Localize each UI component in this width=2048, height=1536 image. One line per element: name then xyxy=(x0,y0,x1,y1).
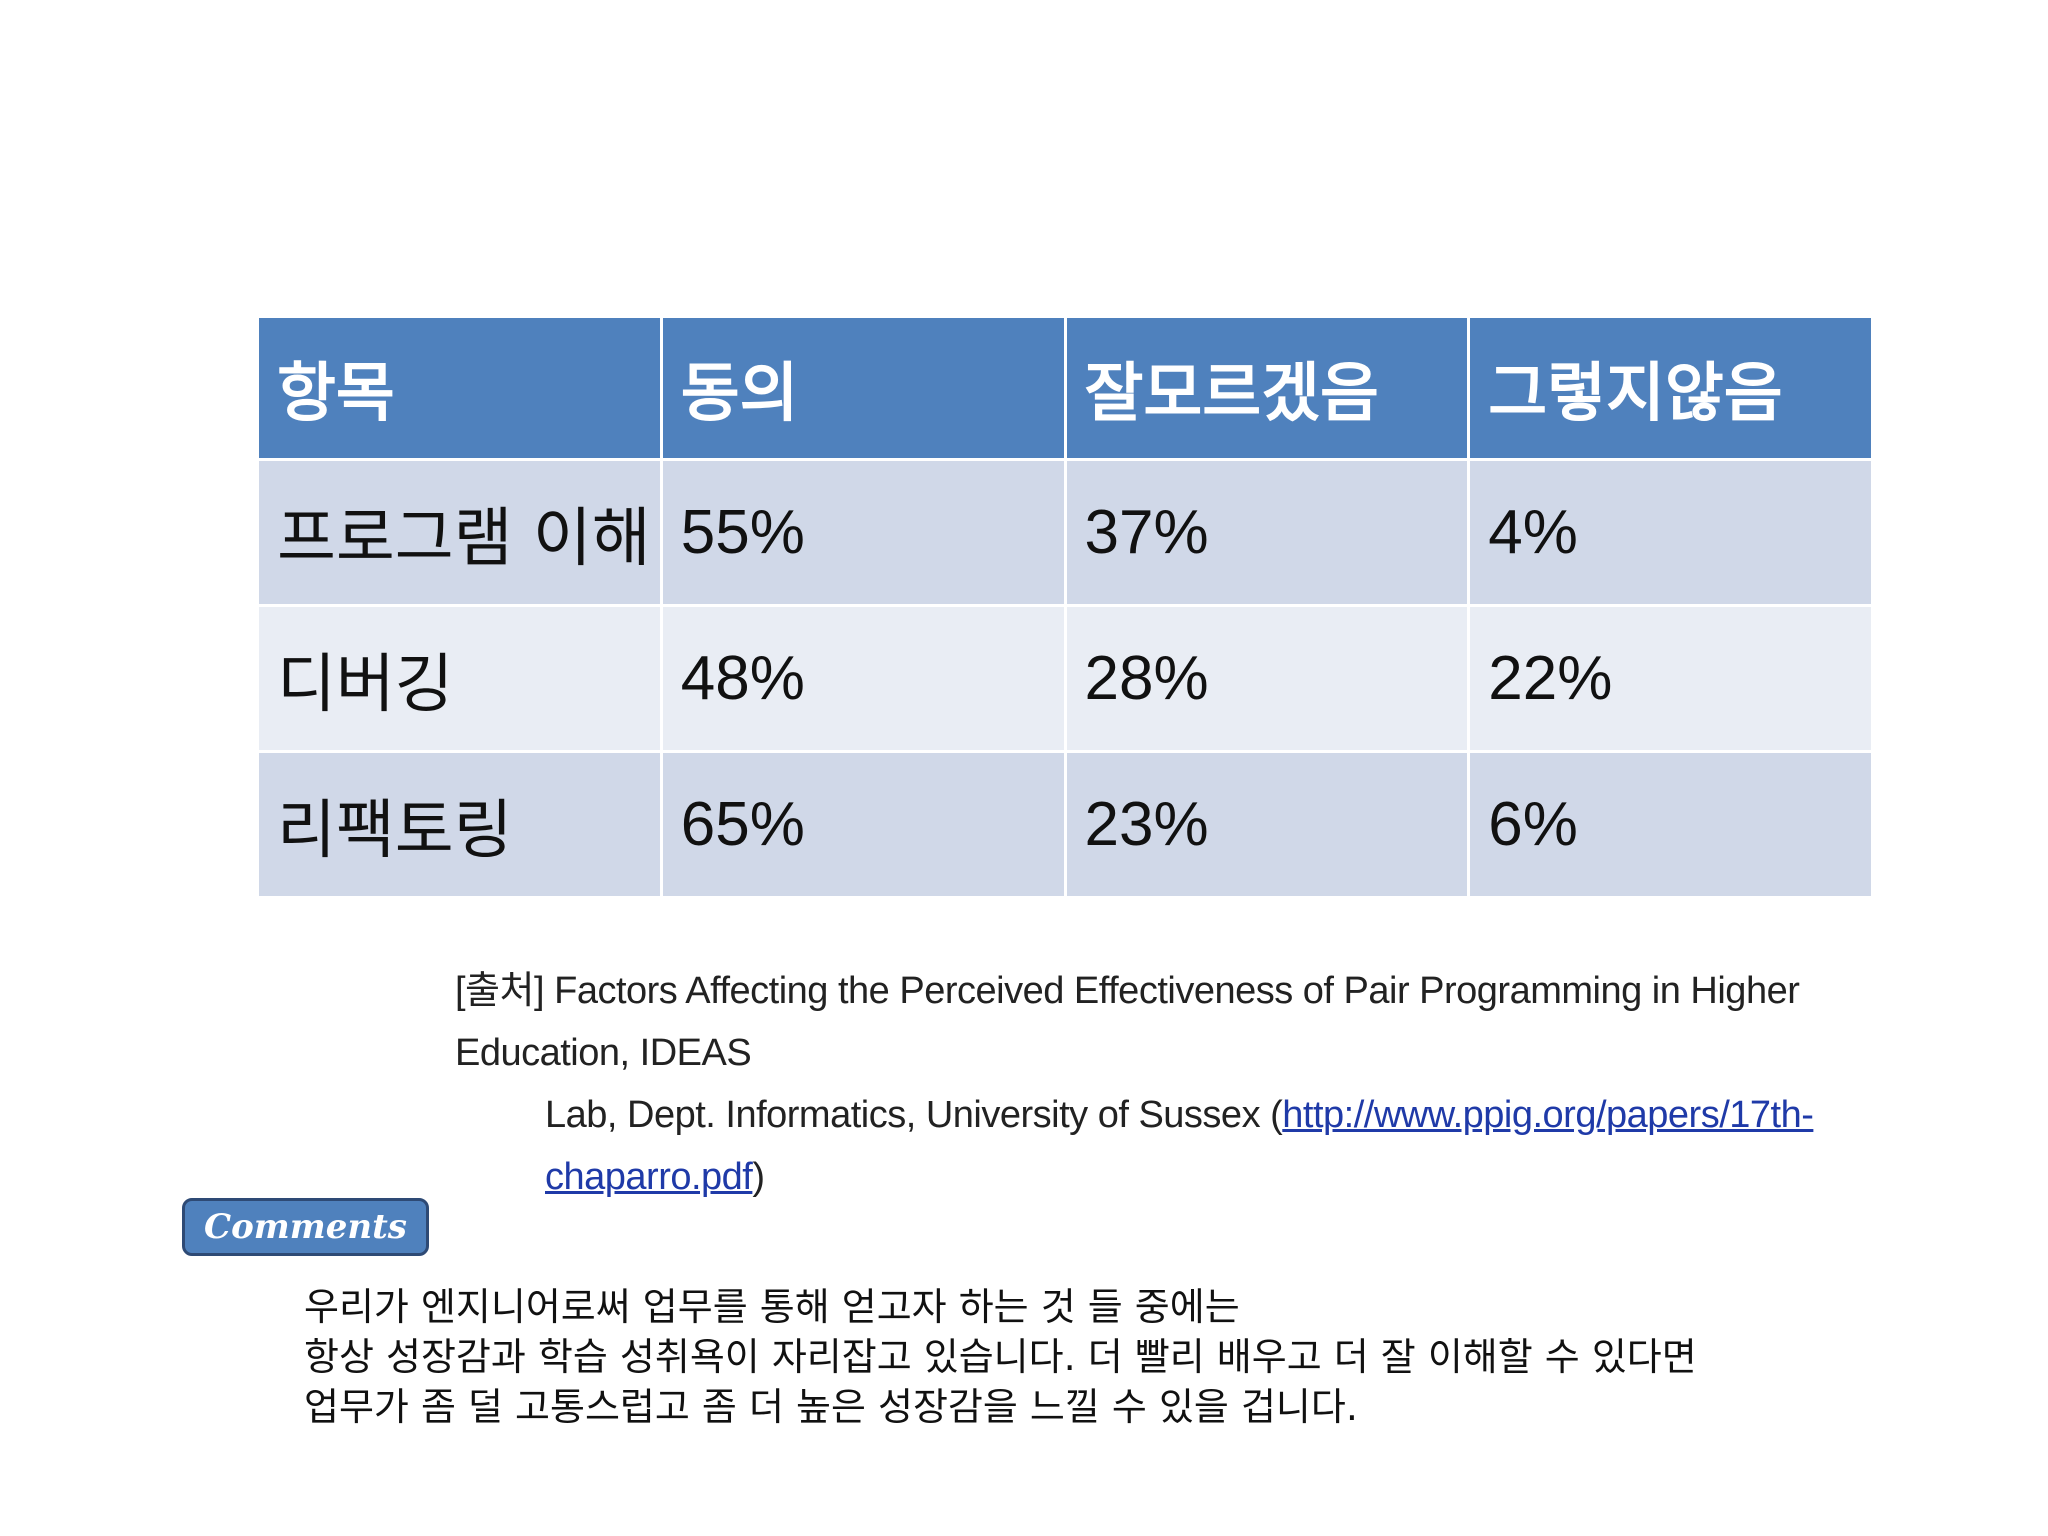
unsure-cell: 37% xyxy=(1066,461,1468,604)
disagree-cell: 22% xyxy=(1470,607,1871,750)
comments-badge: Comments xyxy=(182,1198,429,1256)
source-citation: [출처] Factors Affecting the Perceived Eff… xyxy=(455,960,1855,1208)
survey-table: 항목 동의 잘모르겠음 그렇지않음 프로그램 이해 55% 37% 4% 디버깅… xyxy=(256,315,1874,899)
disagree-cell: 6% xyxy=(1470,753,1871,896)
agree-cell: 55% xyxy=(662,461,1064,604)
header-agree: 동의 xyxy=(662,318,1064,458)
table-row: 리팩토링 65% 23% 6% xyxy=(259,753,1871,896)
row-label: 리팩토링 xyxy=(259,753,660,896)
agree-cell: 48% xyxy=(662,607,1064,750)
source-suffix: ) xyxy=(752,1156,765,1198)
comment-line: 우리가 엔지니어로써 업무를 통해 얻고자 하는 것 들 중에는 xyxy=(304,1285,1240,1329)
comment-line: 항상 성장감과 학습 성취욕이 자리잡고 있습니다. 더 빨리 배우고 더 잘 … xyxy=(304,1335,1697,1379)
comment-body: 우리가 엔지니어로써 업무를 통해 얻고자 하는 것 들 중에는 항상 성장감과… xyxy=(304,1282,1804,1432)
header-item: 항목 xyxy=(259,318,660,458)
table-header-row: 항목 동의 잘모르겠음 그렇지않음 xyxy=(259,318,1871,458)
comment-line: 업무가 좀 덜 고통스럽고 좀 더 높은 성장감을 느낄 수 있을 겁니다. xyxy=(304,1385,1358,1429)
source-line2: Lab, Dept. Informatics, University of Su… xyxy=(545,1094,1283,1136)
disagree-cell: 4% xyxy=(1470,461,1871,604)
table-row: 디버깅 48% 28% 22% xyxy=(259,607,1871,750)
row-label: 디버깅 xyxy=(259,607,660,750)
header-disagree: 그렇지않음 xyxy=(1470,318,1871,458)
source-prefix: [출처] xyxy=(455,970,545,1012)
source-link[interactable]: http://www.ppig.org/papers/17th-chaparro… xyxy=(545,1094,1814,1198)
source-line1: Factors Affecting the Perceived Effectiv… xyxy=(455,970,1800,1074)
header-unsure: 잘모르겠음 xyxy=(1066,318,1468,458)
row-label: 프로그램 이해 xyxy=(259,461,660,604)
table-row: 프로그램 이해 55% 37% 4% xyxy=(259,461,1871,604)
unsure-cell: 23% xyxy=(1066,753,1468,896)
agree-cell: 65% xyxy=(662,753,1064,896)
unsure-cell: 28% xyxy=(1066,607,1468,750)
source-line2-wrapper: Lab, Dept. Informatics, University of Su… xyxy=(455,1084,1855,1208)
